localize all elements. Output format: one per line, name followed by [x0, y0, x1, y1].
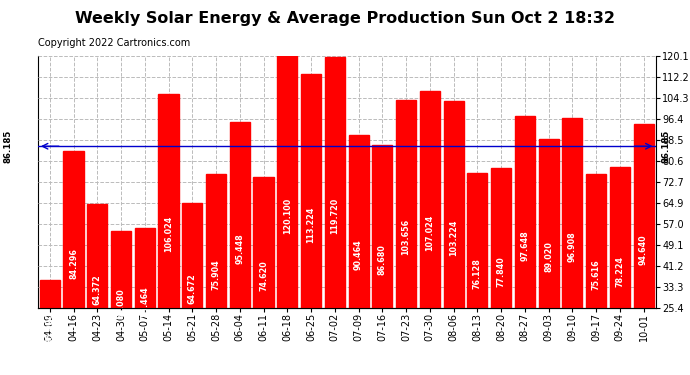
Text: 35.920: 35.920: [46, 312, 55, 343]
Bar: [135, 228, 155, 375]
Text: 103.224: 103.224: [449, 220, 458, 256]
Bar: [277, 56, 297, 375]
Text: 55.464: 55.464: [140, 286, 149, 316]
Bar: [610, 167, 630, 375]
Text: 106.024: 106.024: [164, 216, 173, 252]
Bar: [301, 75, 321, 375]
Bar: [40, 280, 60, 375]
Text: 95.448: 95.448: [235, 233, 244, 264]
Bar: [230, 122, 250, 375]
Text: 74.620: 74.620: [259, 261, 268, 291]
Text: 54.080: 54.080: [117, 288, 126, 318]
Bar: [253, 177, 274, 375]
Text: 89.020: 89.020: [544, 242, 553, 272]
Text: 90.464: 90.464: [354, 240, 363, 270]
Text: 120.100: 120.100: [283, 198, 292, 234]
Bar: [538, 139, 559, 375]
Bar: [562, 118, 582, 375]
Text: 107.024: 107.024: [425, 215, 435, 251]
Bar: [396, 100, 416, 375]
Text: 96.908: 96.908: [568, 231, 577, 262]
Bar: [467, 173, 487, 375]
Bar: [182, 203, 202, 375]
Bar: [373, 145, 393, 375]
Text: 86.185: 86.185: [661, 130, 670, 163]
Bar: [111, 231, 131, 375]
Text: 94.640: 94.640: [639, 234, 648, 265]
Text: 113.224: 113.224: [306, 207, 315, 243]
Bar: [491, 168, 511, 375]
Text: 119.720: 119.720: [331, 198, 339, 234]
Text: 64.372: 64.372: [93, 274, 102, 305]
Bar: [63, 151, 83, 375]
Text: Weekly Solar Energy & Average Production Sun Oct 2 18:32: Weekly Solar Energy & Average Production…: [75, 11, 615, 26]
Text: 75.904: 75.904: [212, 259, 221, 290]
Bar: [325, 57, 345, 375]
Text: 86.680: 86.680: [378, 244, 387, 275]
Text: 77.840: 77.840: [497, 256, 506, 287]
Text: 75.616: 75.616: [591, 259, 600, 290]
Bar: [348, 135, 368, 375]
Bar: [159, 94, 179, 375]
Text: 76.128: 76.128: [473, 258, 482, 290]
Bar: [515, 116, 535, 375]
Text: 64.672: 64.672: [188, 274, 197, 304]
Bar: [206, 174, 226, 375]
Bar: [87, 204, 108, 375]
Text: Copyright 2022 Cartronics.com: Copyright 2022 Cartronics.com: [38, 38, 190, 48]
Text: 86.185: 86.185: [3, 130, 12, 163]
Text: 84.296: 84.296: [69, 248, 78, 279]
Text: 78.224: 78.224: [615, 256, 624, 286]
Bar: [444, 101, 464, 375]
Bar: [420, 91, 440, 375]
Bar: [633, 124, 653, 375]
Text: 103.656: 103.656: [402, 219, 411, 255]
Bar: [586, 174, 607, 375]
Text: 97.648: 97.648: [520, 230, 529, 261]
